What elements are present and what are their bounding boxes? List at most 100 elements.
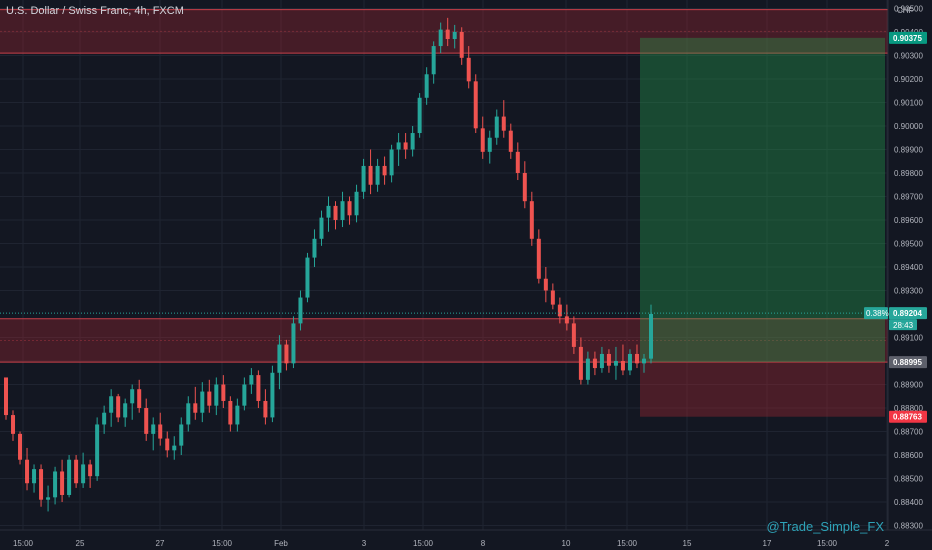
position-profit-area[interactable]	[640, 37, 885, 363]
candle[interactable]	[501, 100, 506, 138]
candle[interactable]	[480, 116, 485, 159]
position-loss-area[interactable]	[640, 362, 885, 417]
candle[interactable]	[291, 316, 296, 369]
candle[interactable]	[438, 22, 443, 54]
candle[interactable]	[515, 142, 520, 181]
candle[interactable]	[144, 398, 149, 441]
candle[interactable]	[354, 184, 359, 223]
candle[interactable]	[529, 191, 534, 246]
candle[interactable]	[284, 339, 289, 371]
candle[interactable]	[417, 93, 422, 138]
candle[interactable]	[592, 351, 597, 376]
candle[interactable]	[305, 252, 310, 303]
candle[interactable]	[207, 379, 212, 413]
candle[interactable]	[67, 455, 72, 498]
candle[interactable]	[452, 24, 457, 49]
candle[interactable]	[326, 196, 331, 232]
candle[interactable]	[95, 417, 100, 481]
candle[interactable]	[270, 365, 275, 423]
candle[interactable]	[25, 447, 30, 491]
candle[interactable]	[368, 149, 373, 195]
candle[interactable]	[620, 344, 625, 376]
candle[interactable]	[46, 485, 51, 512]
candle[interactable]	[459, 27, 464, 65]
candle[interactable]	[18, 431, 23, 465]
candle[interactable]	[382, 156, 387, 185]
candle[interactable]	[564, 304, 569, 331]
candle[interactable]	[340, 191, 345, 228]
candle[interactable]	[277, 335, 282, 390]
candle[interactable]	[123, 398, 128, 427]
candle[interactable]	[235, 398, 240, 432]
candle[interactable]	[249, 368, 254, 394]
candle[interactable]	[109, 389, 114, 427]
candle[interactable]	[186, 396, 191, 432]
candle[interactable]	[361, 158, 366, 199]
candle[interactable]	[179, 417, 184, 456]
candle[interactable]	[60, 459, 65, 503]
candle[interactable]	[522, 161, 527, 209]
stop-price-badge[interactable]: 0.88763	[889, 410, 927, 423]
candle[interactable]	[200, 382, 205, 423]
candle[interactable]	[431, 41, 436, 84]
candle[interactable]	[333, 201, 338, 230]
candle[interactable]	[606, 349, 611, 373]
candle[interactable]	[74, 455, 79, 488]
candle[interactable]	[627, 349, 632, 376]
candle[interactable]	[172, 436, 177, 460]
candle[interactable]	[88, 459, 93, 488]
current-price-badge[interactable]: 0.89204	[889, 307, 927, 320]
candle[interactable]	[242, 377, 247, 411]
candle[interactable]	[165, 431, 170, 458]
candle[interactable]	[466, 46, 471, 89]
candle[interactable]	[151, 417, 156, 451]
candle[interactable]	[298, 290, 303, 331]
candle[interactable]	[550, 283, 555, 310]
target-price-badge[interactable]: 0.90375	[889, 31, 927, 44]
candle[interactable]	[116, 393, 121, 423]
candle[interactable]	[410, 125, 415, 157]
candle[interactable]	[585, 351, 590, 385]
candle[interactable]	[39, 464, 44, 507]
candle[interactable]	[347, 196, 352, 225]
candle[interactable]	[599, 346, 604, 373]
entry-price-badge[interactable]: 0.88995	[889, 356, 927, 369]
candle[interactable]	[102, 405, 107, 434]
candle[interactable]	[445, 17, 450, 47]
candle[interactable]	[193, 386, 198, 420]
candle[interactable]	[508, 123, 513, 159]
candle[interactable]	[32, 464, 37, 493]
candle[interactable]	[571, 316, 576, 354]
candle[interactable]	[228, 396, 233, 432]
candle[interactable]	[375, 158, 380, 192]
candle[interactable]	[424, 67, 429, 105]
candle[interactable]	[649, 304, 653, 364]
candle[interactable]	[494, 109, 499, 145]
candle[interactable]	[53, 466, 58, 505]
candle[interactable]	[536, 229, 541, 284]
candle[interactable]	[473, 74, 478, 134]
candle[interactable]	[158, 412, 163, 446]
candle[interactable]	[130, 384, 135, 420]
candle[interactable]	[319, 210, 324, 246]
candle[interactable]	[543, 266, 548, 303]
candle[interactable]	[557, 297, 562, 324]
candle[interactable]	[312, 229, 317, 267]
candle[interactable]	[4, 377, 8, 420]
candle[interactable]	[641, 353, 646, 373]
candle[interactable]	[389, 144, 394, 183]
candle[interactable]	[403, 133, 408, 159]
candle[interactable]	[487, 130, 492, 164]
candle[interactable]	[214, 377, 219, 416]
candle[interactable]	[81, 452, 86, 488]
candle[interactable]	[137, 379, 142, 413]
candle[interactable]	[256, 370, 261, 409]
candle[interactable]	[613, 346, 618, 380]
candle[interactable]	[396, 133, 401, 166]
candle[interactable]	[11, 410, 16, 441]
candle[interactable]	[263, 389, 268, 425]
candle[interactable]	[221, 375, 226, 409]
candle[interactable]	[578, 337, 583, 385]
candle[interactable]	[634, 344, 639, 369]
